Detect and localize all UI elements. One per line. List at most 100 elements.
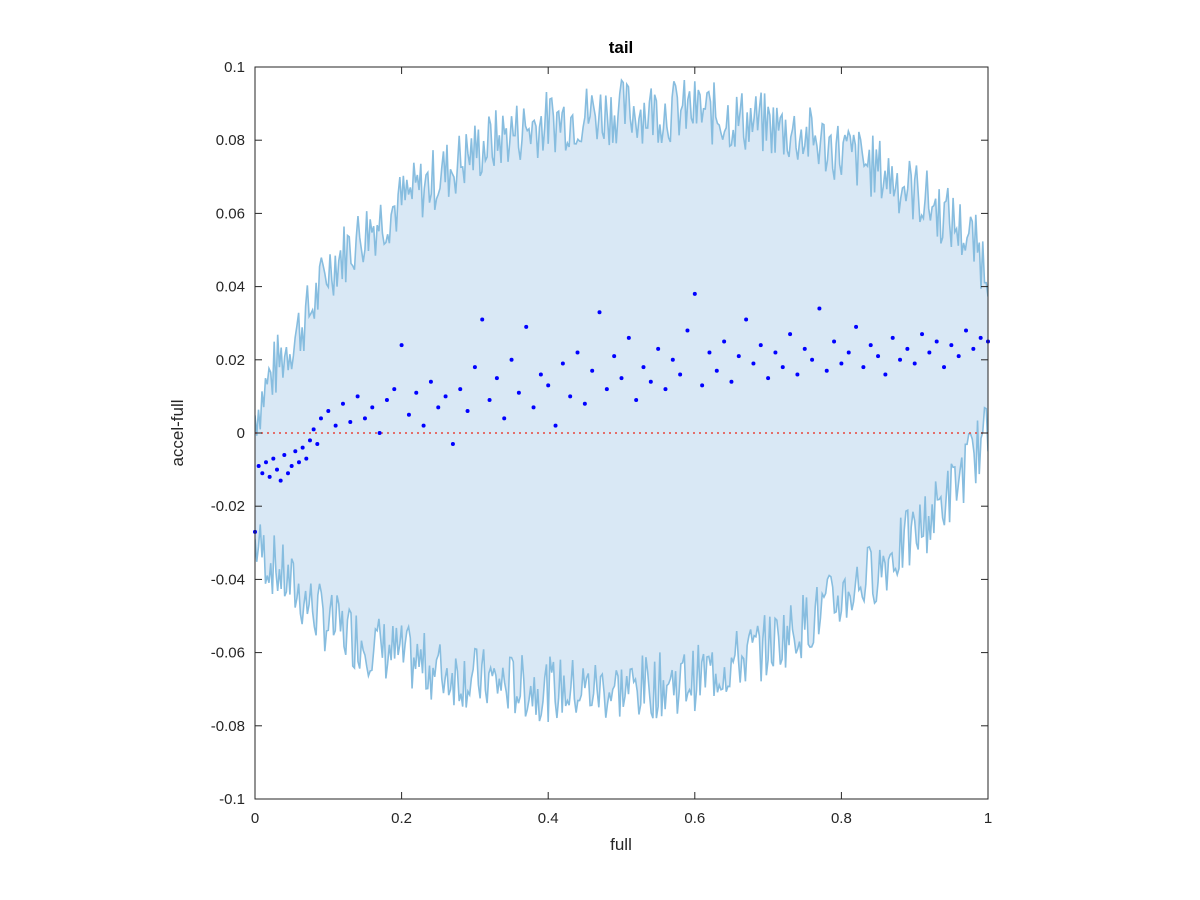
data-point xyxy=(333,423,338,428)
data-point xyxy=(304,456,309,461)
data-point xyxy=(942,365,947,370)
chart-title: tail xyxy=(609,38,634,57)
data-point xyxy=(480,317,485,322)
data-point xyxy=(450,441,455,446)
data-point xyxy=(340,401,345,406)
data-point xyxy=(597,310,602,315)
data-point xyxy=(780,365,785,370)
data-point xyxy=(604,387,609,392)
data-point xyxy=(736,354,741,359)
data-point xyxy=(348,420,353,425)
data-point xyxy=(296,460,301,465)
data-point xyxy=(516,390,521,395)
data-point xyxy=(692,291,697,296)
data-point xyxy=(934,339,939,344)
envelope-lower-line xyxy=(255,406,988,722)
data-point xyxy=(494,376,499,381)
data-point xyxy=(582,401,587,406)
y-tick-label: 0.04 xyxy=(216,279,245,296)
data-point xyxy=(300,445,305,450)
data-point xyxy=(590,368,595,373)
data-point xyxy=(326,409,331,414)
y-tick-label: 0.08 xyxy=(216,132,245,149)
data-point xyxy=(568,394,573,399)
data-point xyxy=(377,431,382,435)
data-point xyxy=(890,335,895,340)
data-point xyxy=(282,452,287,457)
data-point xyxy=(810,357,815,362)
data-point xyxy=(839,361,844,366)
x-tick-label: 0 xyxy=(251,810,259,827)
y-tick-label: 0 xyxy=(237,425,245,442)
data-point xyxy=(773,350,778,355)
data-point xyxy=(524,324,529,329)
data-point xyxy=(421,423,426,428)
data-point xyxy=(619,376,624,381)
data-point xyxy=(626,335,631,340)
data-point xyxy=(384,398,389,403)
data-point xyxy=(846,350,851,355)
data-point xyxy=(560,361,565,366)
data-point xyxy=(722,339,727,344)
data-point xyxy=(465,409,470,414)
data-point xyxy=(678,372,683,377)
data-point xyxy=(274,467,279,472)
data-point xyxy=(868,343,873,348)
data-point xyxy=(362,416,367,421)
x-tick-label: 1 xyxy=(984,810,992,827)
data-point xyxy=(927,350,932,355)
data-point xyxy=(487,398,492,403)
data-point xyxy=(795,372,800,377)
y-tick-label: 0.1 xyxy=(224,59,245,76)
data-point xyxy=(502,416,507,421)
y-tick-label: 0.02 xyxy=(216,352,245,369)
data-point xyxy=(278,478,283,483)
x-axis-label: full xyxy=(610,835,632,854)
data-point xyxy=(256,463,261,468)
data-point xyxy=(307,438,312,443)
data-point xyxy=(824,368,829,373)
data-point xyxy=(912,361,917,366)
data-point xyxy=(714,368,719,373)
data-point xyxy=(898,357,903,362)
data-point xyxy=(399,343,404,348)
data-point xyxy=(267,474,272,479)
data-point xyxy=(956,354,961,359)
data-point xyxy=(817,306,822,311)
data-point xyxy=(670,357,675,362)
data-point xyxy=(648,379,653,384)
data-point xyxy=(436,405,441,410)
data-point xyxy=(538,372,543,377)
data-point xyxy=(971,346,976,351)
data-point xyxy=(656,346,661,351)
data-point xyxy=(293,449,298,454)
envelope-upper-line xyxy=(255,78,988,436)
data-point xyxy=(920,332,925,337)
data-point xyxy=(832,339,837,344)
data-point xyxy=(575,350,580,355)
data-point xyxy=(854,324,859,329)
y-tick-label: -0.08 xyxy=(211,718,245,735)
data-point xyxy=(612,354,617,359)
y-tick-label: -0.1 xyxy=(219,791,245,808)
y-axis-label: accel-full xyxy=(168,399,187,466)
data-point xyxy=(751,361,756,366)
data-point xyxy=(978,335,983,340)
data-point xyxy=(289,463,294,468)
data-point xyxy=(861,365,866,370)
data-point xyxy=(318,416,323,421)
data-point xyxy=(392,387,397,392)
data-point xyxy=(700,383,705,388)
data-point xyxy=(685,328,690,333)
data-point xyxy=(443,394,448,399)
data-point xyxy=(263,460,268,465)
data-point xyxy=(788,332,793,337)
plot-area: 0 0.2 0.4 0.6 0.8 1 -0.1 -0.08 -0.06 -0.04 -0.02 0 0… xyxy=(211,59,992,827)
data-point xyxy=(271,456,276,461)
data-point xyxy=(406,412,411,417)
data-point xyxy=(509,357,514,362)
data-point xyxy=(949,343,954,348)
data-point xyxy=(546,383,551,388)
data-point xyxy=(905,346,910,351)
x-tick-label: 0.2 xyxy=(391,810,412,827)
